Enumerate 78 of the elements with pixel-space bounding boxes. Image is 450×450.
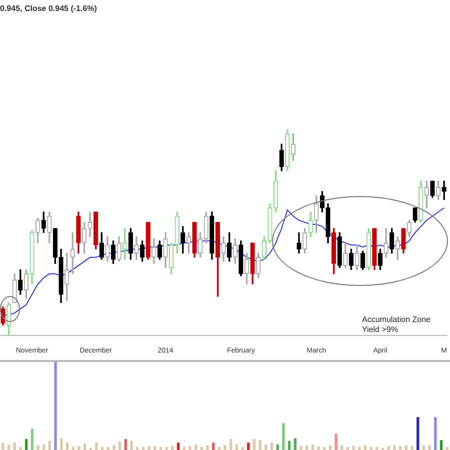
bar — [276, 444, 279, 450]
bar — [230, 439, 232, 450]
bar — [305, 445, 308, 450]
bar — [235, 444, 238, 450]
bar — [428, 445, 431, 450]
bar — [100, 447, 104, 450]
bar — [282, 423, 285, 450]
bar — [364, 445, 367, 450]
annotation: Yield >9% — [362, 325, 398, 334]
bar — [60, 438, 63, 450]
bar — [398, 446, 402, 450]
bar — [334, 434, 338, 450]
bar — [440, 440, 443, 450]
bar — [30, 428, 34, 450]
bar — [352, 446, 355, 450]
bar — [410, 446, 414, 450]
bar — [182, 447, 186, 450]
bar — [176, 442, 180, 450]
chart-title: 0.945, Close 0.945 (-1.6%) — [0, 4, 98, 14]
bar — [247, 442, 250, 450]
bar — [446, 447, 448, 450]
bar — [95, 442, 98, 450]
bar — [434, 417, 437, 450]
bar — [288, 440, 291, 450]
bar — [124, 439, 127, 450]
bar — [165, 447, 168, 450]
bar — [270, 442, 274, 450]
bar — [393, 445, 396, 450]
bar — [323, 447, 326, 450]
bar — [148, 446, 150, 450]
bar — [416, 417, 420, 450]
bar — [300, 446, 302, 450]
bar — [317, 446, 320, 450]
bar — [328, 445, 332, 450]
bar — [387, 446, 390, 450]
bar — [13, 442, 16, 450]
bar — [83, 444, 86, 450]
bar — [340, 445, 344, 450]
bar — [159, 447, 162, 450]
bar — [24, 439, 28, 450]
bar — [66, 442, 69, 450]
bar — [54, 362, 57, 450]
bar — [36, 445, 40, 450]
bar — [294, 438, 296, 450]
bar — [422, 445, 426, 450]
bar — [376, 447, 378, 450]
bar — [194, 444, 198, 450]
bar — [154, 446, 156, 450]
bar — [258, 440, 262, 450]
bar — [404, 445, 408, 450]
bar — [136, 447, 139, 450]
bar — [346, 447, 350, 450]
bar — [78, 446, 80, 450]
bar — [370, 447, 372, 450]
annotation: Accumulation Zone — [362, 315, 432, 324]
bar — [358, 447, 361, 450]
bar — [130, 440, 133, 450]
bar — [142, 447, 145, 450]
bar — [311, 444, 314, 450]
bar — [224, 445, 226, 450]
bar — [7, 444, 10, 450]
bar — [218, 447, 220, 450]
bar — [264, 444, 268, 450]
bar — [72, 447, 74, 450]
bar — [48, 440, 52, 450]
bar — [112, 445, 116, 450]
bar — [171, 446, 174, 450]
bar — [212, 442, 215, 450]
bar — [200, 447, 203, 450]
bar — [241, 447, 244, 450]
bar — [206, 445, 209, 450]
bar — [252, 439, 256, 450]
bar — [19, 447, 22, 450]
bar — [42, 444, 46, 450]
bar — [106, 447, 110, 450]
bar — [118, 442, 122, 450]
bar — [2, 442, 4, 450]
bar — [188, 446, 192, 450]
